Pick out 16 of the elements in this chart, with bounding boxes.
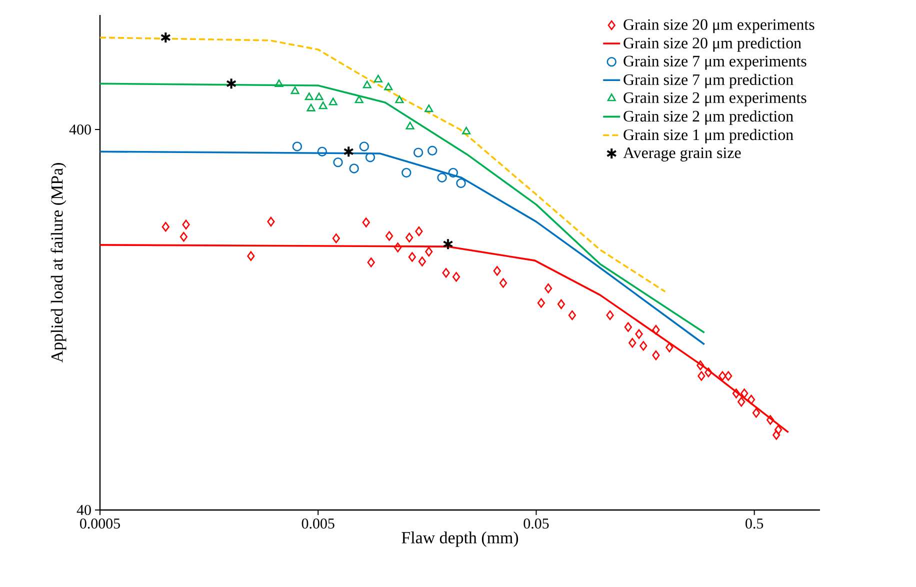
legend-label: Grain size 1 μm prediction xyxy=(624,128,794,144)
legend-label: Grain size 2 μm prediction xyxy=(624,110,794,125)
y-tick-label: 40 xyxy=(76,504,91,516)
x-axis-title: Flaw depth (mm) xyxy=(402,532,518,547)
legend-label: Grain size 7 μm experiments xyxy=(624,56,806,70)
legend-label: Grain size 20 μm experiments xyxy=(624,19,814,34)
y-axis-title: Applied load at failure (MPa) xyxy=(50,163,66,362)
legend-label: Grain size 20 μm prediction xyxy=(624,37,802,52)
x-tick-label: 0.05 xyxy=(524,518,549,529)
legend-label: Grain size 7 μm prediction xyxy=(624,74,794,88)
legend-label: Grain size 2 μm experiments xyxy=(624,92,806,106)
y-tick-label: 400 xyxy=(69,124,91,135)
x-tick-label: 0.0005 xyxy=(80,518,120,529)
legend-label: Average grain size xyxy=(623,147,741,162)
x-tick-label: 0.005 xyxy=(302,518,334,529)
x-tick-label: 0.5 xyxy=(746,518,764,529)
